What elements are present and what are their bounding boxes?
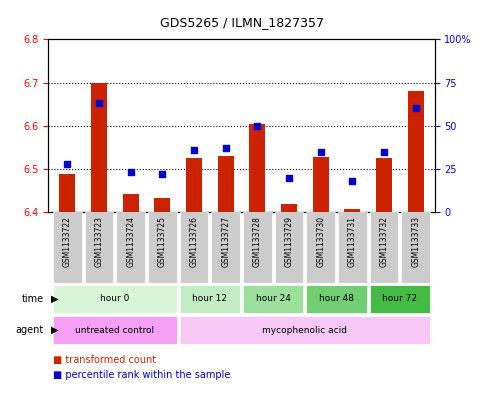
Text: GSM1133730: GSM1133730: [316, 216, 325, 267]
FancyBboxPatch shape: [180, 212, 208, 283]
FancyBboxPatch shape: [338, 212, 367, 283]
Point: [254, 123, 261, 129]
Text: ■ transformed count: ■ transformed count: [53, 354, 156, 365]
Point: [222, 145, 229, 151]
Text: GSM1133723: GSM1133723: [95, 216, 103, 267]
FancyBboxPatch shape: [148, 212, 177, 283]
Point: [127, 169, 134, 176]
Text: hour 12: hour 12: [192, 294, 227, 303]
Text: ▶: ▶: [51, 325, 58, 335]
Bar: [186, 158, 202, 212]
FancyBboxPatch shape: [212, 212, 240, 283]
Text: ▶: ▶: [51, 294, 58, 304]
FancyBboxPatch shape: [53, 285, 177, 313]
FancyBboxPatch shape: [306, 285, 367, 313]
Text: hour 72: hour 72: [383, 294, 417, 303]
Text: GSM1133732: GSM1133732: [380, 216, 388, 267]
FancyBboxPatch shape: [116, 212, 145, 283]
Bar: [91, 83, 107, 212]
Point: [412, 105, 420, 112]
Point: [349, 178, 356, 184]
Point: [63, 161, 71, 167]
Text: time: time: [21, 294, 43, 304]
Text: GSM1133724: GSM1133724: [126, 216, 135, 267]
FancyBboxPatch shape: [180, 285, 240, 313]
Bar: [281, 204, 297, 212]
Bar: [155, 198, 170, 212]
Text: GSM1133726: GSM1133726: [189, 216, 199, 267]
Text: GSM1133733: GSM1133733: [411, 216, 420, 267]
Text: hour 48: hour 48: [319, 294, 354, 303]
Text: GSM1133731: GSM1133731: [348, 216, 357, 267]
Text: GSM1133725: GSM1133725: [158, 216, 167, 267]
FancyBboxPatch shape: [85, 212, 113, 283]
Text: GSM1133727: GSM1133727: [221, 216, 230, 267]
Point: [317, 149, 325, 155]
FancyBboxPatch shape: [275, 212, 303, 283]
Text: hour 24: hour 24: [256, 294, 291, 303]
Bar: [218, 156, 234, 212]
Bar: [59, 174, 75, 212]
Text: hour 0: hour 0: [100, 294, 129, 303]
Point: [380, 149, 388, 155]
Bar: [313, 157, 328, 212]
Text: GSM1133728: GSM1133728: [253, 216, 262, 266]
Text: untreated control: untreated control: [75, 326, 155, 334]
FancyBboxPatch shape: [243, 285, 303, 313]
Bar: [123, 194, 139, 212]
Text: GSM1133729: GSM1133729: [284, 216, 294, 267]
FancyBboxPatch shape: [370, 212, 398, 283]
FancyBboxPatch shape: [370, 285, 430, 313]
Text: ■ percentile rank within the sample: ■ percentile rank within the sample: [53, 370, 230, 380]
Text: mycophenolic acid: mycophenolic acid: [262, 326, 347, 334]
Text: agent: agent: [15, 325, 43, 335]
Bar: [344, 209, 360, 212]
FancyBboxPatch shape: [243, 212, 271, 283]
Text: GDS5265 / ILMN_1827357: GDS5265 / ILMN_1827357: [159, 16, 324, 29]
Point: [158, 171, 166, 177]
Bar: [376, 158, 392, 212]
Point: [95, 100, 103, 107]
FancyBboxPatch shape: [53, 316, 177, 344]
Point: [190, 147, 198, 153]
FancyBboxPatch shape: [401, 212, 430, 283]
Point: [285, 174, 293, 181]
FancyBboxPatch shape: [53, 212, 82, 283]
FancyBboxPatch shape: [306, 212, 335, 283]
Bar: [408, 91, 424, 212]
FancyBboxPatch shape: [180, 316, 430, 344]
Bar: [249, 125, 265, 212]
Text: GSM1133722: GSM1133722: [63, 216, 72, 266]
